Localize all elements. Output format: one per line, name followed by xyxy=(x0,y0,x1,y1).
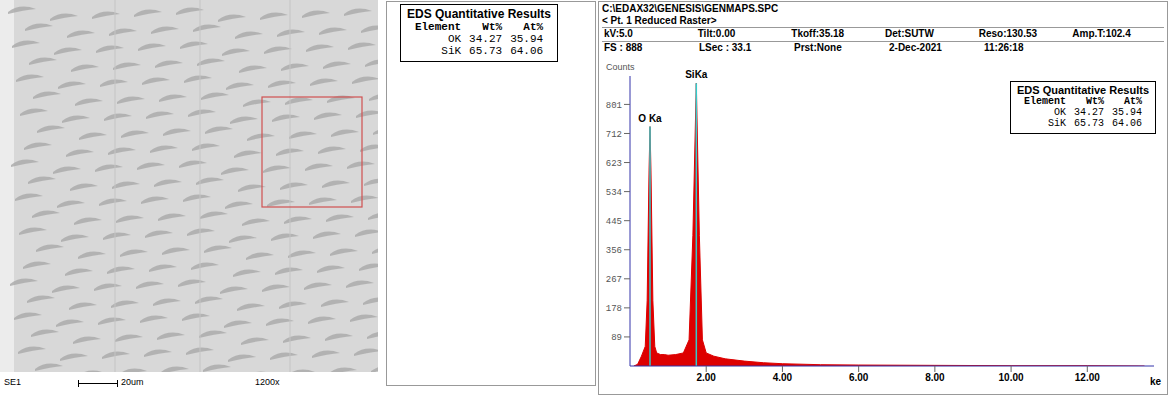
html-text:64.06: 64.06 xyxy=(1112,118,1142,129)
svg-text:89: 89 xyxy=(611,333,622,343)
html-text:11:26:18: 11:26:18 xyxy=(984,42,1024,53)
html-text:LSec : 33.1: LSec : 33.1 xyxy=(699,42,752,53)
html-text:Wt%: Wt% xyxy=(482,21,503,33)
html-text:At%: At% xyxy=(523,21,544,33)
html-text:Element: Element xyxy=(1024,96,1066,107)
svg-text:2.00: 2.00 xyxy=(696,372,716,383)
svg-text:6.00: 6.00 xyxy=(849,372,869,383)
html-text:Tilt:0.00: Tilt:0.00 xyxy=(697,28,736,39)
svg-text:O Ka: O Ka xyxy=(638,113,662,124)
html-text:kV:5.0: kV:5.0 xyxy=(604,28,633,39)
html-text:< Pt. 1 Reduced Raster>: < Pt. 1 Reduced Raster> xyxy=(602,15,717,26)
html-text:OK: OK xyxy=(1054,107,1066,118)
html-text:C:\EDAX32\GENESIS\GENMAPS.SPC: C:\EDAX32\GENESIS\GENMAPS.SPC xyxy=(602,3,779,14)
html-text:65.73: 65.73 xyxy=(469,45,503,57)
svg-text:801: 801 xyxy=(606,101,622,111)
svg-text:178: 178 xyxy=(606,304,622,314)
svg-text:12.00: 12.00 xyxy=(1075,372,1100,383)
html-text:65.73: 65.73 xyxy=(1074,118,1104,129)
html-text:SiK: SiK xyxy=(1048,118,1066,129)
svg-text:SiKa: SiKa xyxy=(685,69,708,80)
html-text:At%: At% xyxy=(1124,96,1142,107)
html-text:OK: OK xyxy=(447,33,462,45)
html-text:Amp.T:102.4: Amp.T:102.4 xyxy=(1072,28,1131,39)
html-text:34.27: 34.27 xyxy=(469,33,503,45)
svg-text:623: 623 xyxy=(606,159,622,169)
svg-text:4.00: 4.00 xyxy=(773,372,793,383)
html-text:Det:SUTW: Det:SUTW xyxy=(885,28,934,39)
html-text:64.06: 64.06 xyxy=(510,45,544,57)
html-text:Counts: Counts xyxy=(606,62,635,72)
html-text:Reso:130.53: Reso:130.53 xyxy=(978,28,1038,39)
html-text:Prst:None: Prst:None xyxy=(794,42,842,53)
html-text:1200x: 1200x xyxy=(255,377,280,387)
svg-text:356: 356 xyxy=(606,246,622,256)
html-text:34.27: 34.27 xyxy=(1074,107,1104,118)
html-text:2-Dec-2021: 2-Dec-2021 xyxy=(889,42,942,53)
svg-text:267: 267 xyxy=(606,275,622,285)
html-text:EDS Quantitative Results: EDS Quantitative Results xyxy=(407,7,551,21)
html-text:35.94: 35.94 xyxy=(1112,107,1142,118)
svg-text:10.00: 10.00 xyxy=(999,372,1024,383)
html-text:35.94: 35.94 xyxy=(510,33,544,45)
svg-text:8.00: 8.00 xyxy=(925,372,945,383)
html-text:ke: ke xyxy=(1150,376,1162,387)
html-text:SE1: SE1 xyxy=(4,377,21,387)
html-text:EDS Quantitative Results: EDS Quantitative Results xyxy=(1017,84,1149,96)
html-text:SiK: SiK xyxy=(441,45,462,57)
html-text:FS : 888: FS : 888 xyxy=(604,42,643,53)
html-text:Wt%: Wt% xyxy=(1086,96,1104,107)
html-text:Tkoff:35.18: Tkoff:35.18 xyxy=(791,28,845,39)
svg-text:445: 445 xyxy=(606,217,622,227)
svg-text:534: 534 xyxy=(606,188,622,198)
svg-text:712: 712 xyxy=(606,130,622,140)
html-text:Element: Element xyxy=(414,21,462,33)
html-text:20um: 20um xyxy=(121,377,144,387)
